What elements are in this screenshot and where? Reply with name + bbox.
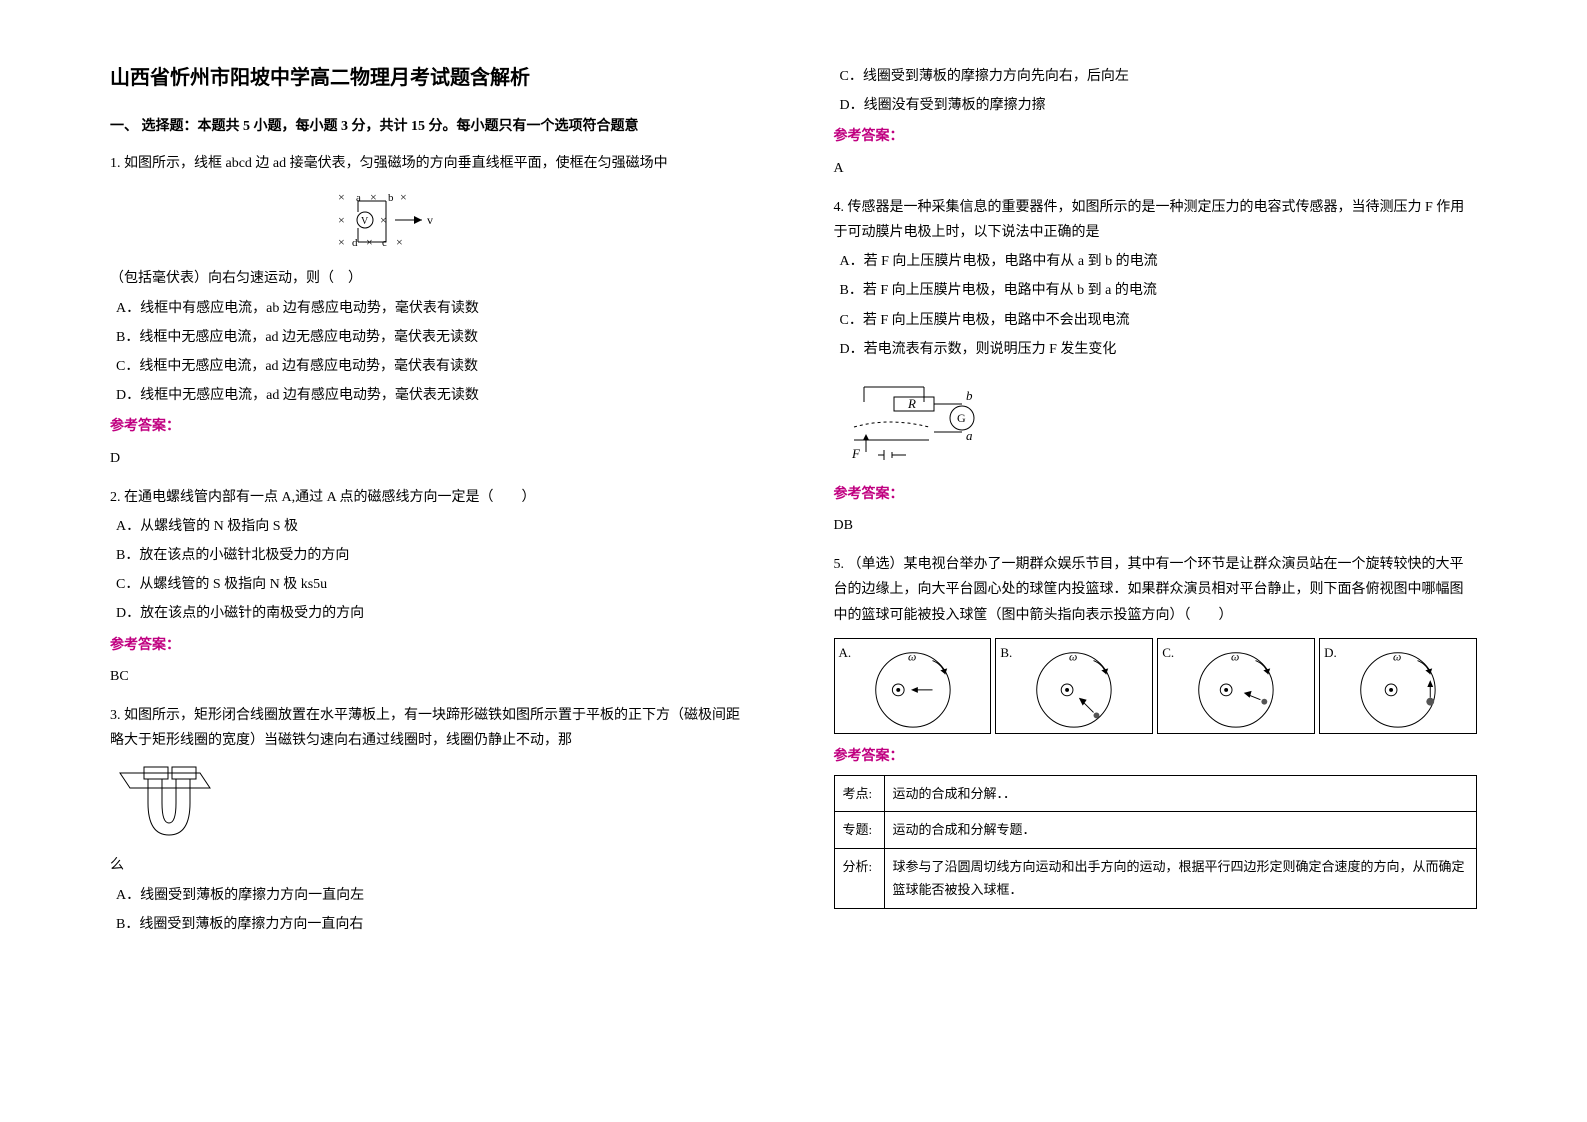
q3-stem: 3. 如图所示，矩形闭合线圈放置在水平薄板上，有一块蹄形磁铁如图所示置于平板的正… (110, 703, 754, 753)
question-3: 3. 如图所示，矩形闭合线圈放置在水平薄板上，有一块蹄形磁铁如图所示置于平板的正… (110, 703, 754, 937)
svg-text:V: V (361, 216, 369, 227)
svg-text:F: F (851, 446, 861, 461)
answer-label: 参考答案： (834, 744, 1478, 769)
q1-opt-a: A．线框中有感应电流，ab 边有感应电动势，毫伏表有读数 (116, 296, 754, 321)
q5-choice-d: D. ω (1319, 638, 1477, 734)
q4-answer: DB (834, 513, 1478, 538)
svg-text:×: × (366, 235, 373, 249)
question-5: 5. （单选）某电视台举办了一期群众娱乐节目，其中有一个环节是让群众演员站在一个… (834, 552, 1478, 908)
svg-text:a: a (966, 428, 973, 443)
question-3-cont: C．线圈受到薄板的摩擦力方向先向右，后向左 D．线圈没有受到薄板的摩擦力擦 参考… (834, 64, 1478, 181)
q3-figure (110, 763, 754, 843)
q4-opt-b: B．若 F 向上压膜片电极，电路中有从 b 到 a 的电流 (840, 278, 1478, 303)
answer-label: 参考答案： (110, 414, 754, 439)
q1-opt-c: C．线框中无感应电流，ad 边有感应电动势，毫伏表有读数 (116, 354, 754, 379)
q1-stem: 1. 如图所示，线框 abcd 边 ad 接毫伏表，匀强磁场的方向垂直线框平面，… (110, 151, 754, 176)
svg-text:ω: ω (1231, 650, 1239, 663)
q4-figure: R b G a F (834, 372, 1478, 472)
svg-text:d: d (352, 237, 358, 249)
q1-figure: ×a ×b × × V × v ×d ×c × (110, 186, 754, 256)
q1-answer: D (110, 446, 754, 471)
choice-label: A. (839, 641, 852, 664)
svg-text:b: b (966, 388, 973, 403)
cell-label: 专题: (834, 812, 884, 848)
q1-stem2: （包括毫伏表）向右匀速运动，则（ ） (110, 266, 754, 291)
q4-opt-d: D．若电流表有示数，则说明压力 F 发生变化 (840, 337, 1478, 362)
table-row: 专题: 运动的合成和分解专题． (834, 812, 1477, 848)
page-title: 山西省忻州市阳坡中学高二物理月考试题含解析 (110, 60, 754, 96)
table-row: 分析: 球参与了沿圆周切线方向运动和出手方向的运动，根据平行四边形定则确定合速度… (834, 848, 1477, 908)
q4-stem: 4. 传感器是一种采集信息的重要器件，如图所示的是一种测定压力的电容式传感器，当… (834, 195, 1478, 245)
q3-opt-d: D．线圈没有受到薄板的摩擦力擦 (840, 93, 1478, 118)
svg-text:ω: ω (908, 650, 916, 663)
q4-opt-c: C．若 F 向上压膜片电极，电路中不会出现电流 (840, 308, 1478, 333)
cell-value: 运动的合成和分解专题． (884, 812, 1477, 848)
svg-text:×: × (338, 235, 345, 249)
question-4: 4. 传感器是一种采集信息的重要器件，如图所示的是一种测定压力的电容式传感器，当… (834, 195, 1478, 539)
q2-stem: 2. 在通电螺线管内部有一点 A,通过 A 点的磁感线方向一定是（ ） (110, 485, 754, 510)
q1-opt-b: B．线框中无感应电流，ad 边无感应电动势，毫伏表无读数 (116, 325, 754, 350)
svg-text:×: × (338, 213, 345, 227)
cell-label: 考点: (834, 776, 884, 812)
q2-answer: BC (110, 664, 754, 689)
q5-stem: 5. （单选）某电视台举办了一期群众娱乐节目，其中有一个环节是让群众演员站在一个… (834, 552, 1478, 628)
svg-text:×: × (338, 190, 345, 204)
answer-label: 参考答案： (834, 124, 1478, 149)
q5-choice-a: A. ω (834, 638, 992, 734)
svg-text:v: v (427, 213, 433, 227)
svg-text:ω: ω (1393, 650, 1401, 663)
question-2: 2. 在通电螺线管内部有一点 A,通过 A 点的磁感线方向一定是（ ） A．从螺… (110, 485, 754, 689)
question-1: 1. 如图所示，线框 abcd 边 ad 接毫伏表，匀强磁场的方向垂直线框平面，… (110, 151, 754, 471)
q3-answer: A (834, 156, 1478, 181)
section-heading: 一、 选择题：本题共 5 小题，每小题 3 分，共计 15 分。每小题只有一个选… (110, 114, 754, 139)
q2-opt-b: B．放在该点的小磁针北极受力的方向 (116, 543, 754, 568)
q2-opt-d: D．放在该点的小磁针的南极受力的方向 (116, 601, 754, 626)
q2-opt-c: C．从螺线管的 S 极指向 N 极 ks5u (116, 572, 754, 597)
svg-text:×: × (400, 190, 407, 204)
choice-label: C. (1162, 641, 1174, 664)
q1-opt-d: D．线框中无感应电流，ad 边有感应电动势，毫伏表无读数 (116, 383, 754, 408)
q3-stem2: 么 (110, 853, 754, 878)
answer-label: 参考答案： (110, 633, 754, 658)
q5-choices: A. ω B. ω (834, 638, 1478, 734)
svg-text:G: G (957, 411, 966, 425)
q3-opt-c: C．线圈受到薄板的摩擦力方向先向右，后向左 (840, 64, 1478, 89)
cell-value: 运动的合成和分解．． (884, 776, 1477, 812)
cell-value: 球参与了沿圆周切线方向运动和出手方向的运动，根据平行四边形定则确定合速度的方向，… (884, 848, 1477, 908)
svg-text:×: × (396, 235, 403, 249)
choice-label: D. (1324, 641, 1337, 664)
svg-text:×: × (370, 190, 377, 204)
table-row: 考点: 运动的合成和分解．． (834, 776, 1477, 812)
analysis-table: 考点: 运动的合成和分解．． 专题: 运动的合成和分解专题． 分析: 球参与了沿… (834, 775, 1478, 909)
q5-choice-c: C. ω (1157, 638, 1315, 734)
q4-opt-a: A．若 F 向上压膜片电极，电路中有从 a 到 b 的电流 (840, 249, 1478, 274)
q2-opt-a: A．从螺线管的 N 极指向 S 极 (116, 514, 754, 539)
answer-label: 参考答案： (834, 482, 1478, 507)
q3-opt-a: A．线圈受到薄板的摩擦力方向一直向左 (116, 883, 754, 908)
svg-text:ω: ω (1069, 650, 1077, 663)
q5-choice-b: B. ω (995, 638, 1153, 734)
cell-label: 分析: (834, 848, 884, 908)
q3-opt-b: B．线圈受到薄板的摩擦力方向一直向右 (116, 912, 754, 937)
choice-label: B. (1000, 641, 1012, 664)
svg-text:b: b (388, 192, 394, 204)
svg-text:R: R (907, 396, 916, 411)
